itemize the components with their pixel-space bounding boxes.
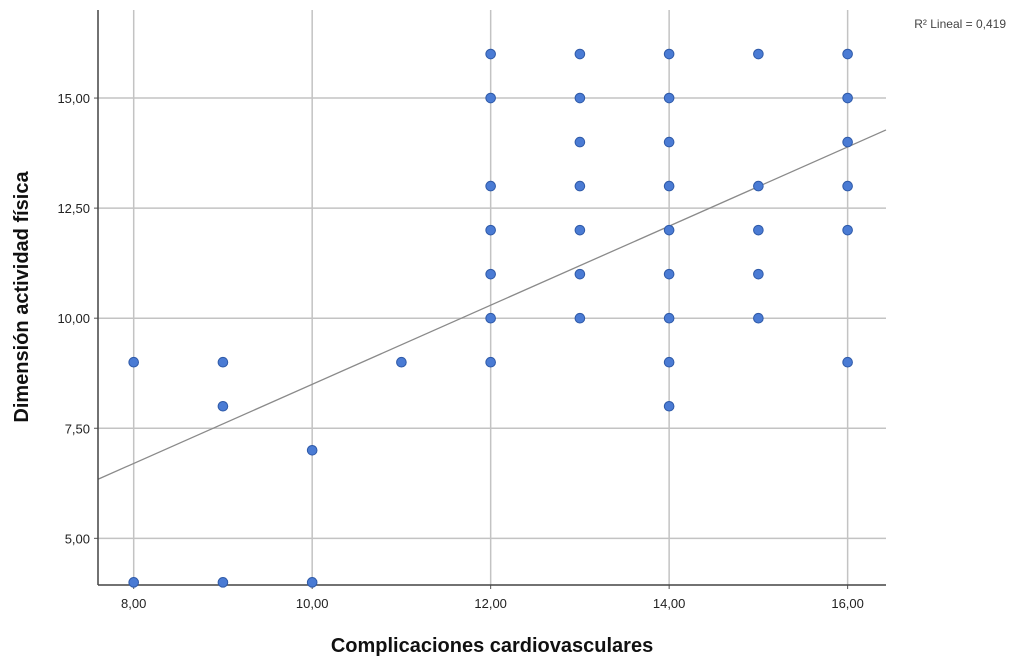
data-point [663, 92, 675, 104]
data-point [663, 312, 675, 324]
data-point [574, 92, 586, 104]
data-point [663, 48, 675, 60]
x-tick-label: 16,00 [831, 596, 864, 611]
data-point [574, 268, 586, 280]
data-point [574, 312, 586, 324]
data-point [663, 224, 675, 236]
data-point [753, 48, 764, 60]
data-point [396, 356, 407, 368]
y-tick-label: 10,00 [57, 311, 90, 326]
data-point [574, 224, 586, 236]
data-point [485, 92, 496, 104]
data-point [217, 400, 229, 412]
data-point [306, 577, 318, 588]
data-point [128, 356, 139, 368]
data-point [842, 48, 853, 60]
data-point [663, 180, 675, 192]
data-point [753, 312, 764, 324]
data-point [842, 136, 853, 148]
data-point [842, 92, 853, 104]
x-tick-label: 10,00 [296, 596, 329, 611]
data-point [663, 136, 675, 148]
data-point [663, 268, 675, 280]
data-point [574, 48, 586, 60]
data-point [485, 268, 496, 280]
y-tick-label: 5,00 [65, 531, 90, 546]
data-point [485, 48, 496, 60]
tick-labels: 8,00 10,00 12,00 14,00 16,00 5,00 7,50 10,00 12,… [57, 91, 863, 611]
y-tick-label: 12,50 [57, 201, 90, 216]
x-tick-label: 12,00 [474, 596, 507, 611]
data-point [842, 356, 853, 368]
x-tick-label: 8,00 [121, 596, 146, 611]
data-point [842, 224, 853, 236]
r-squared-annotation: R² Lineal = 0,419 [914, 17, 1006, 31]
x-axis-title: Complicaciones cardiovasculares [331, 635, 653, 657]
data-point [753, 224, 764, 236]
data-point [128, 577, 139, 588]
data-point [485, 356, 496, 368]
data-point [217, 356, 229, 368]
data-point [842, 180, 853, 192]
data-point [574, 180, 586, 192]
y-axis-title: Dimensión actividad física [11, 171, 33, 423]
y-tick-label: 15,00 [57, 91, 90, 106]
y-tick-label: 7,50 [65, 421, 90, 436]
data-point [663, 400, 675, 412]
grid-lines [98, 10, 886, 585]
data-point [485, 180, 496, 192]
data-points [128, 48, 853, 588]
data-point [485, 224, 496, 236]
data-point [753, 180, 764, 192]
data-point [753, 268, 764, 280]
data-point [574, 136, 586, 148]
data-point [217, 577, 229, 588]
x-tick-label: 14,00 [653, 596, 686, 611]
data-point [663, 356, 675, 368]
data-point [306, 444, 318, 456]
data-point [485, 312, 496, 324]
